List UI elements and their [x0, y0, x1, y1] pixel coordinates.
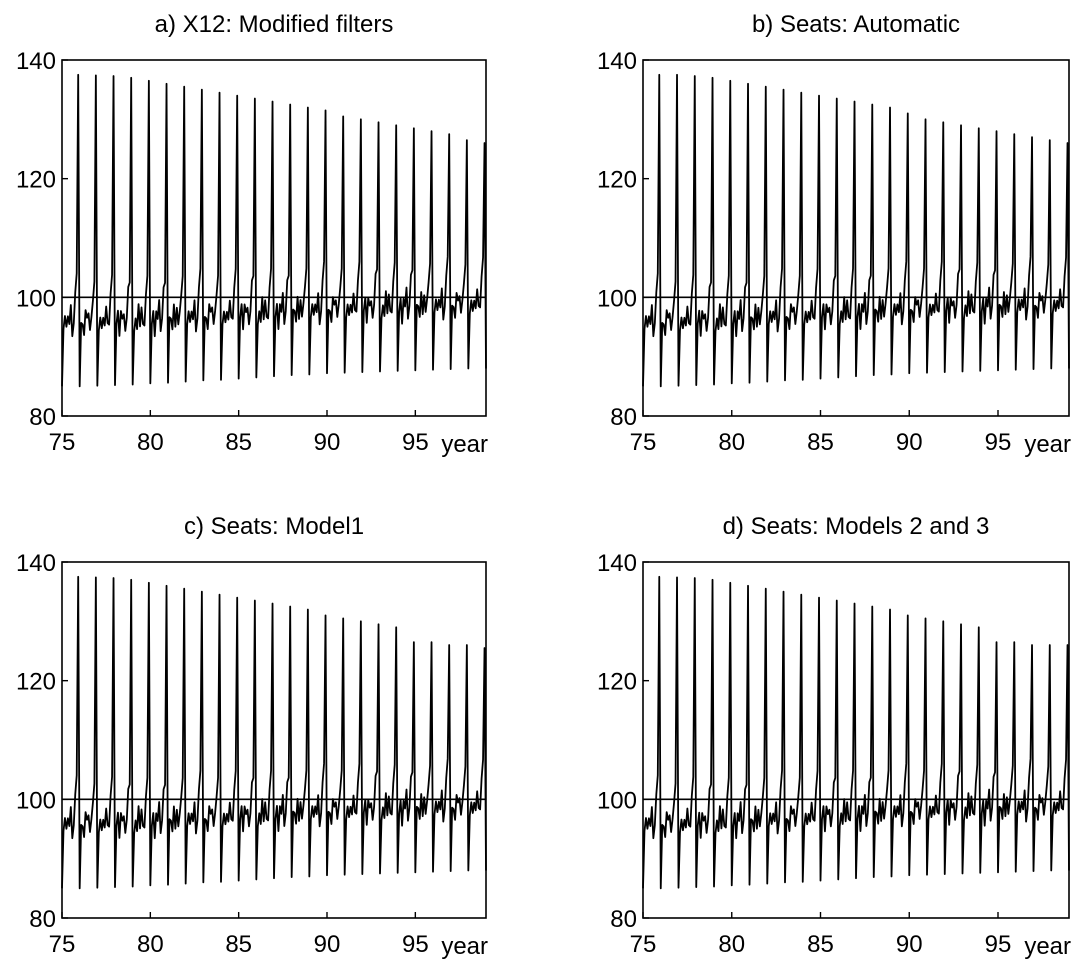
series-line-1	[642, 73, 1070, 388]
x-axis-label: year	[1024, 933, 1071, 960]
y-tick-label: 140	[16, 48, 56, 75]
y-tick-label: 80	[610, 404, 637, 431]
x-axis-label: year	[1024, 431, 1071, 458]
x-tick-label: 75	[49, 931, 76, 958]
x-tick-label: 95	[402, 931, 429, 958]
x-tick-label: 75	[630, 931, 657, 958]
x-axis-label: year	[441, 431, 488, 458]
x-tick-label: 95	[985, 429, 1012, 456]
x-axis-label: year	[441, 933, 488, 960]
x-tick-label: 90	[314, 931, 341, 958]
y-tick-label: 140	[597, 48, 637, 75]
y-tick-label: 120	[16, 669, 56, 696]
y-tick-label: 140	[597, 550, 637, 577]
x-tick-label: 75	[630, 429, 657, 456]
y-tick-label: 100	[597, 285, 637, 312]
series-line-1	[61, 575, 487, 890]
x-tick-label: 85	[225, 429, 252, 456]
x-tick-label: 80	[137, 931, 164, 958]
x-tick-label: 95	[985, 931, 1012, 958]
y-tick-label: 80	[29, 906, 56, 933]
x-tick-label: 85	[225, 931, 252, 958]
y-tick-label: 80	[29, 404, 56, 431]
x-tick-label: 90	[896, 429, 923, 456]
y-tick-label: 120	[16, 167, 56, 194]
series-line-1	[642, 575, 1070, 890]
x-tick-label: 75	[49, 429, 76, 456]
x-tick-label: 95	[402, 429, 429, 456]
y-tick-label: 120	[597, 167, 637, 194]
chart-title: b) Seats: Automatic	[752, 11, 960, 38]
x-tick-label: 90	[314, 429, 341, 456]
x-tick-label: 80	[718, 429, 745, 456]
x-tick-label: 80	[718, 931, 745, 958]
chart-title: d) Seats: Models 2 and 3	[723, 513, 990, 540]
series-line-1	[61, 73, 487, 388]
y-tick-label: 100	[16, 285, 56, 312]
x-tick-label: 85	[807, 931, 834, 958]
y-tick-label: 100	[16, 787, 56, 814]
x-tick-label: 80	[137, 429, 164, 456]
x-tick-label: 85	[807, 429, 834, 456]
y-tick-label: 100	[597, 787, 637, 814]
y-tick-label: 80	[610, 906, 637, 933]
y-tick-label: 120	[597, 669, 637, 696]
y-tick-label: 140	[16, 550, 56, 577]
chart-title: c) Seats: Model1	[184, 513, 364, 540]
x-tick-label: 90	[896, 931, 923, 958]
chart-title: a) X12: Modified filters	[155, 11, 394, 38]
